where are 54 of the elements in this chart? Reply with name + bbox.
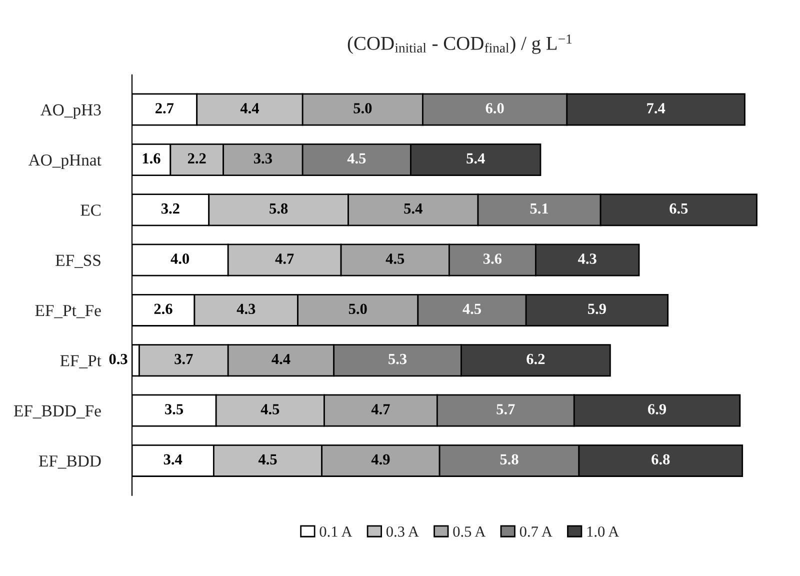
y-tick-label: EF_BDD [38,456,101,469]
data-label: 4.9 [371,454,390,465]
y-tick-label: EF_Pt [60,355,102,368]
data-label: 6.9 [648,404,666,414]
data-label: 5.8 [270,203,288,214]
data-label: 3.3 [254,153,272,164]
data-label: 3.7 [174,354,193,364]
data-label: 4.7 [275,254,294,264]
data-label: 6.5 [670,203,688,214]
legend-label: 0.7 A [520,526,552,537]
data-label: 4.0 [170,254,190,264]
data-label: 5.4 [404,203,422,214]
data-label: 4.5 [462,304,482,314]
data-label: 4.4 [272,354,290,364]
data-label: 3.2 [161,203,180,214]
y-tick-label: AO_pH3 [40,104,101,119]
y-tick-label: AO_pHnat [28,154,102,170]
data-label: 3.4 [164,454,182,465]
legend-label: 0.5 A [453,526,486,537]
data-label: 3.5 [165,404,184,414]
y-tick-label: EF_Pt_Fe [35,305,101,318]
y-tick-label: EF_BDD_Fe [14,405,101,418]
data-label: 5.4 [466,153,485,164]
data-label: 4.4 [240,103,260,114]
data-label: 5.0 [354,103,372,114]
data-label: 0.3 [109,354,128,364]
data-label: 6.8 [652,454,670,465]
data-label: 2.7 [156,103,174,114]
data-label: 4.5 [260,404,280,414]
data-label: 4.7 [371,404,390,414]
data-label: 5.9 [588,304,606,314]
legend-label: 1.0 A [587,526,620,537]
data-label: 5.8 [500,454,518,465]
data-label: 6.0 [486,103,504,114]
data-label: 5.3 [388,354,407,364]
data-label: 4.5 [347,153,366,164]
data-label: 4.5 [258,454,277,465]
data-label: 5.7 [496,404,515,414]
legend-label: 0.1 A [320,526,352,537]
y-tick-label: EF_SS [56,254,100,268]
data-label: 3.6 [483,254,502,264]
data-label: 2.6 [154,304,172,314]
data-label: 4.3 [236,304,256,314]
data-label: 4.5 [386,254,404,264]
data-label: 5.0 [348,304,367,314]
data-label: 2.2 [188,153,206,164]
data-label: 6.2 [526,354,545,364]
chart-title: (COD$_{initial}$ - COD$_{final}$) / g L$^{−1}$ [348,34,572,54]
legend-label: 0.3 A [386,526,419,537]
data-label: 7.4 [647,103,666,114]
data-label: 4.3 [578,254,596,264]
data-label: 5.1 [530,203,548,214]
data-label: 1.6 [142,153,160,164]
y-tick-label: EC [80,204,101,216]
